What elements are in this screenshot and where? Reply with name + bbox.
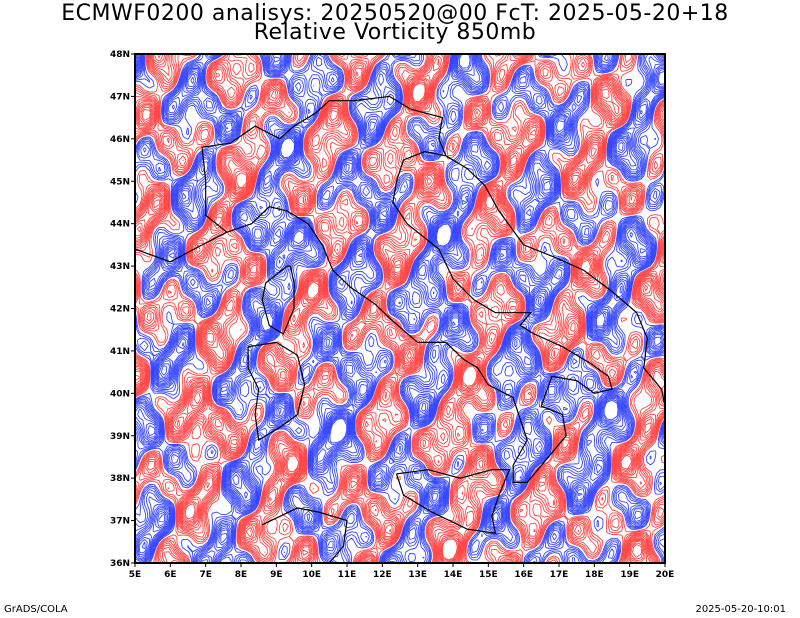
- lon-tick-label: 9E: [270, 570, 282, 580]
- lat-tick-label: 43N: [110, 262, 130, 272]
- lon-tick-label: 18E: [585, 570, 604, 580]
- lon-tick-label: 11E: [338, 570, 357, 580]
- negative-vorticity-contour: [135, 54, 665, 563]
- negative-vorticity-contour: [135, 54, 665, 563]
- lat-tick-label: 42N: [110, 305, 130, 315]
- france-coastline: [135, 231, 228, 263]
- sardinia-coastline: [247, 341, 306, 441]
- negative-vorticity-contour: [135, 54, 665, 563]
- lon-tick-label: 15E: [479, 570, 498, 580]
- negative-vorticity-contour: [135, 54, 665, 563]
- sicily-coastline: [395, 469, 511, 535]
- lon-tick-label: 12E: [373, 570, 392, 580]
- positive-vorticity-contour: [135, 82, 649, 561]
- positive-vorticity-contour: [135, 54, 665, 563]
- longitude-axis: 5E 6E 7E 8E 9E 10E 11E 12E 13E 14E 15E 16E 17E 18E 19E…: [129, 563, 675, 580]
- lat-tick-label: 36N: [110, 559, 130, 569]
- alps-border: [201, 95, 447, 233]
- lat-tick-label: 45N: [110, 177, 130, 187]
- lat-tick-label: 39N: [110, 432, 130, 442]
- italy-coastline: [226, 150, 613, 483]
- latitude-axis: 36N 37N 38N 39N 40N 41N 42N 43N 44N 45N 46N 47N 48N: [110, 50, 135, 569]
- lat-tick-label: 44N: [110, 220, 130, 230]
- positive-vorticity-contour: [135, 54, 665, 563]
- lon-tick-label: 13E: [408, 570, 427, 580]
- lat-tick-label: 48N: [110, 50, 130, 60]
- lon-tick-label: 8E: [235, 570, 247, 580]
- lat-tick-label: 37N: [110, 517, 130, 527]
- chart-title: ECMWF0200 analisys: 20250520@00 FcT: 202…: [61, 1, 729, 26]
- lon-tick-label: 19E: [620, 570, 639, 580]
- lon-tick-label: 10E: [302, 570, 321, 580]
- lat-tick-label: 41N: [110, 347, 130, 357]
- lon-tick-label: 16E: [514, 570, 533, 580]
- lat-tick-label: 47N: [110, 92, 130, 102]
- lat-tick-label: 40N: [110, 389, 130, 399]
- coastlines: [135, 95, 665, 563]
- positive-vorticity-contour: [135, 54, 665, 563]
- lat-tick-label: 38N: [110, 474, 130, 484]
- lon-tick-label: 17E: [550, 570, 569, 580]
- corsica-coastline: [261, 265, 295, 335]
- negative-vorticity-contour: [135, 54, 665, 563]
- lat-tick-label: 46N: [110, 135, 130, 145]
- negative-vorticity-contour: [135, 54, 665, 563]
- lon-tick-label: 14E: [444, 570, 463, 580]
- footer-timestamp: 2025-05-20-10:01: [695, 604, 786, 615]
- positive-vorticity-contour: [135, 54, 665, 562]
- positive-vorticity-contour: [135, 54, 665, 563]
- positive-vorticity-contour: [135, 54, 665, 563]
- positive-vorticity-contour: [135, 54, 665, 563]
- negative-vorticity-contour: [135, 54, 665, 563]
- lon-tick-label: 7E: [199, 570, 211, 580]
- negative-vorticity-contour: [135, 54, 665, 563]
- lon-tick-label: 6E: [164, 570, 176, 580]
- positive-vorticity-contour: [135, 54, 665, 563]
- north-africa-coastline: [261, 507, 348, 563]
- footer-credit: GrADS/COLA: [4, 604, 68, 615]
- lon-tick-label: 20E: [656, 570, 675, 580]
- negative-vorticity-contour: [135, 54, 665, 563]
- adriatic-east-coastline: [445, 155, 665, 407]
- chart-subtitle: Relative Vorticity 850mb: [253, 20, 537, 45]
- negative-vorticity-contour: [135, 54, 665, 563]
- lon-tick-label: 5E: [129, 570, 141, 580]
- positive-vorticity-contour: [135, 54, 665, 563]
